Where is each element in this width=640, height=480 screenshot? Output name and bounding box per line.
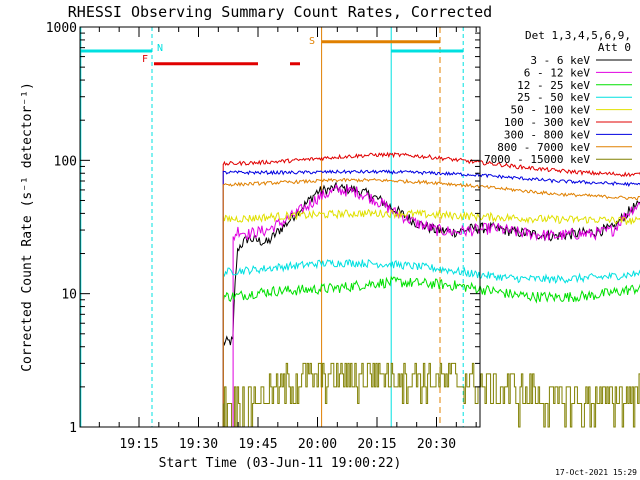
series-800_7000keV <box>222 177 640 427</box>
legend-label-3: 25 - 50 keV <box>517 91 590 104</box>
legend-label-2: 12 - 25 keV <box>517 79 590 92</box>
series-line-7 <box>222 177 640 427</box>
x-tick-label-3: 20:00 <box>298 437 337 452</box>
x-tick-label-1: 19:30 <box>179 437 218 452</box>
series-100_300keV <box>222 151 640 427</box>
legend-label-5: 100 - 300 keV <box>504 116 590 129</box>
series-7000_15000keV <box>222 362 640 428</box>
annotation-labels: NF S <box>142 36 315 65</box>
legend-header-1: Att 0 <box>598 41 631 54</box>
y-tick-label-1: 10 <box>61 288 77 303</box>
annotation-F: F <box>142 54 148 65</box>
y-tick-label-0: 1 <box>69 421 77 436</box>
series-line-5 <box>222 151 640 427</box>
legend-header-0: Det 1,3,4,5,6,9, <box>525 29 631 42</box>
legend-label-7: 800 - 7000 keV <box>497 141 590 154</box>
y-axis-label: Corrected Count Rate (s⁻¹ detector⁻¹) <box>20 82 35 372</box>
series-50_100keV <box>222 208 640 427</box>
series-line-1 <box>232 183 640 427</box>
annotation-S: S <box>309 36 315 47</box>
chart-title: RHESSI Observing Summary Count Rates, Co… <box>68 3 492 21</box>
axis-ticks <box>80 26 480 428</box>
x-tick-labels: 19:15 19:30 19:45 20:00 20:15 20:30 <box>119 437 456 452</box>
series-12_25keV <box>222 275 640 427</box>
series-line-6 <box>222 169 640 427</box>
series-6_12keV <box>232 183 640 427</box>
x-tick-label-5: 20:30 <box>417 437 456 452</box>
series-300_800keV <box>222 169 640 427</box>
x-tick-label-4: 20:15 <box>357 437 396 452</box>
legend-label-1: 6 - 12 keV <box>524 66 591 79</box>
y-tick-label-2: 100 <box>54 154 77 169</box>
series-layer <box>222 151 640 428</box>
timestamp: 17-Oct-2021 15:29 <box>555 468 637 477</box>
legend-label-8: 7000 - 15000 keV <box>484 153 590 166</box>
plot-frame <box>79 26 481 428</box>
legend-label-0: 3 - 6 keV <box>530 54 590 67</box>
series-line-3 <box>222 258 640 427</box>
legend-label-6: 300 - 800 keV <box>504 128 590 141</box>
y-tick-label-3: 1000 <box>46 21 77 36</box>
series-line-8 <box>222 362 640 428</box>
y-tick-labels: 1 10 100 1000 <box>46 21 77 436</box>
annotation-N: N <box>157 43 163 54</box>
legend-label-4: 50 - 100 keV <box>511 104 591 117</box>
x-tick-label-0: 19:15 <box>119 437 158 452</box>
event-flag-bars <box>80 40 464 66</box>
series-25_50keV <box>222 258 640 427</box>
x-tick-label-2: 19:45 <box>238 437 277 452</box>
series-line-2 <box>222 275 640 427</box>
x-axis-label: Start Time (03-Jun-11 19:00:22) <box>159 456 402 471</box>
series-line-4 <box>222 208 640 427</box>
